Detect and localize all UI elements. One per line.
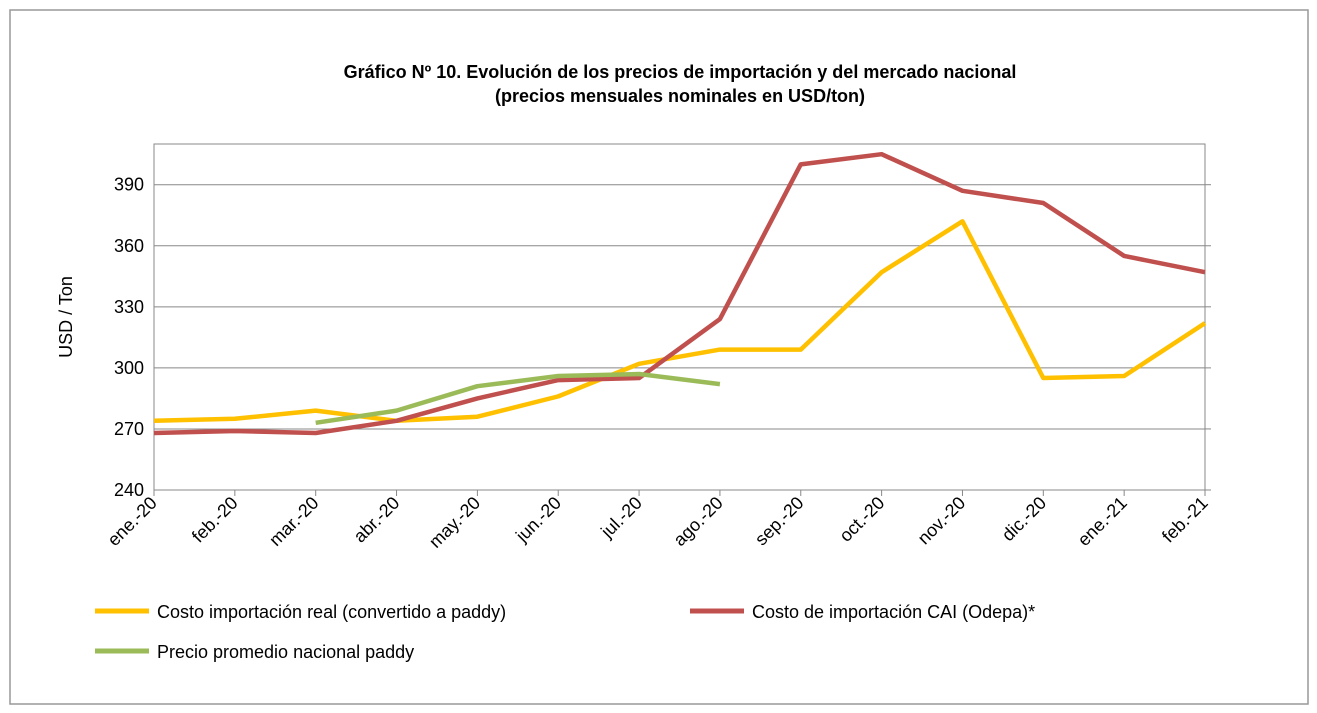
plot-area bbox=[153, 143, 1206, 491]
y-tick-label: 240 bbox=[114, 480, 144, 500]
legend-label: Precio promedio nacional paddy bbox=[157, 642, 414, 662]
series-line bbox=[315, 371, 721, 426]
chart-title: Gráfico Nº 10. Evolución de los precios … bbox=[344, 62, 1017, 82]
y-tick-label: 360 bbox=[114, 236, 144, 256]
legend-label: Costo de importación CAI (Odepa)* bbox=[752, 602, 1035, 622]
series-line bbox=[153, 151, 1206, 436]
chart-subtitle: (precios mensuales nominales en USD/ton) bbox=[495, 86, 865, 106]
y-tick-label: 300 bbox=[114, 358, 144, 378]
y-tick-label: 270 bbox=[114, 419, 144, 439]
y-axis-label: USD / Ton bbox=[56, 276, 76, 358]
y-tick-label: 390 bbox=[114, 175, 144, 195]
series-line bbox=[153, 219, 1207, 424]
y-tick-label: 330 bbox=[114, 297, 144, 317]
chart-frame bbox=[9, 9, 1309, 705]
legend-label: Costo importación real (convertido a pad… bbox=[157, 602, 506, 622]
